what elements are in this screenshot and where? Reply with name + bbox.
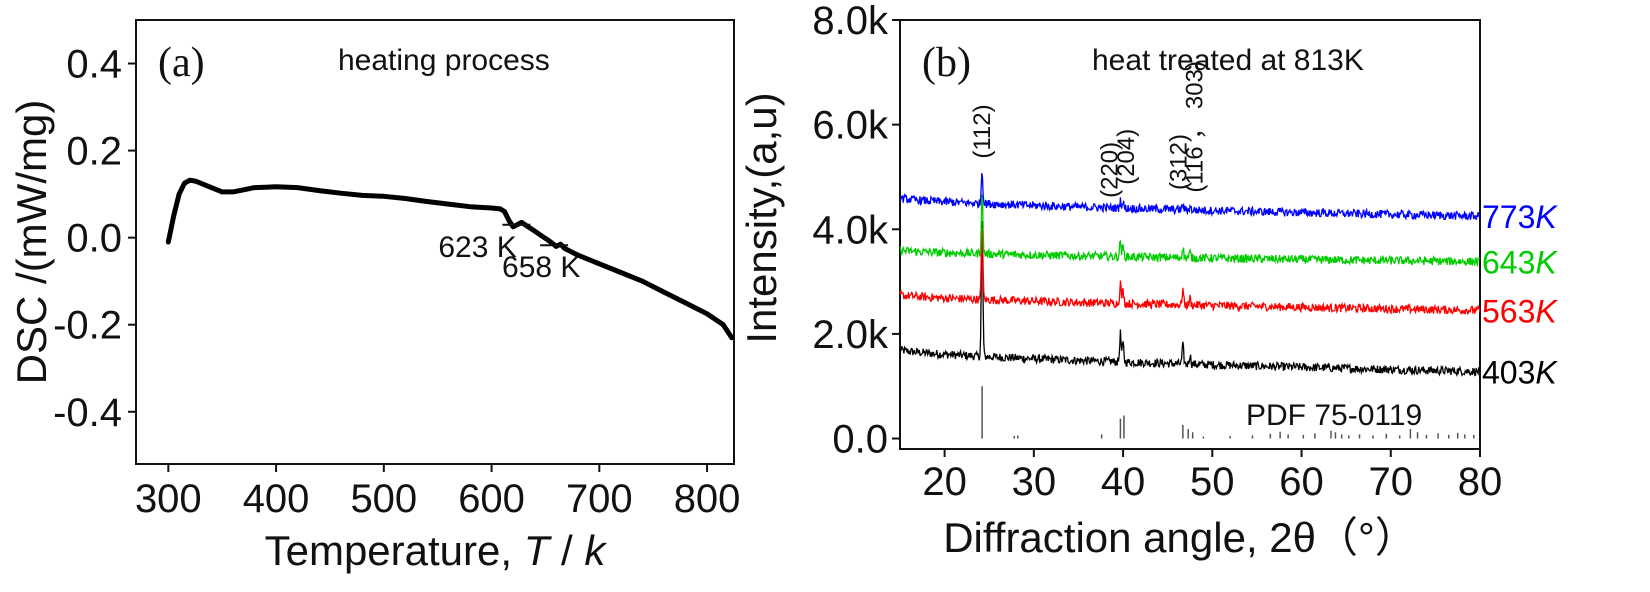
y-tick-label: -0.2 (53, 304, 122, 348)
peak-label: (312) (1165, 134, 1192, 190)
panel-b-peak-labels: (112) (220)(204) (312)(116 ， 303) (969, 61, 1208, 198)
y-tick-label: -0.4 (53, 391, 122, 435)
x-tick-label: 60 (1279, 460, 1324, 504)
panel-a-title: heating process (338, 44, 550, 77)
panel-a-x-axis-title: Temperature, T / k (265, 527, 608, 574)
x-tick-label: 600 (458, 477, 525, 521)
series-label-403: 403K (1482, 355, 1558, 391)
x-tick-label: 20 (922, 460, 967, 504)
reference-pattern-label: PDF 75-0119 (1246, 399, 1422, 432)
x-tick-label: 70 (1369, 460, 1414, 504)
y-tick-label: 0.0 (832, 418, 888, 462)
y-tick-label: 6.0k (812, 104, 889, 148)
y-tick-label: 4.0k (812, 208, 889, 252)
panel-b-title: heat treated at 813K (1092, 44, 1364, 77)
x-tick-label: 800 (674, 477, 741, 521)
panel-b-series-labels: 403K 563K 643K 773K (1482, 199, 1558, 390)
x-tick-label: 40 (1101, 460, 1146, 504)
xrd-pattern-773 (899, 172, 1481, 221)
annotation-label: 658 K (502, 251, 580, 284)
series-label-563: 563K (1482, 293, 1558, 329)
panel-b-ticks: 20 30 40 50 60 70 80 0.0 2.0k 4.0k 6.0k 8.0k (812, 0, 1502, 504)
series-label-643: 643K (1482, 245, 1558, 281)
xrd-pattern-563 (899, 228, 1481, 316)
panel-a-series (165, 177, 735, 341)
series-label-773: 773K (1482, 199, 1558, 235)
panel-b-series (899, 172, 1481, 378)
x-tick-label: 50 (1190, 460, 1235, 504)
panel-b-x-axis-title: Diffraction angle, 2θ（°） (943, 514, 1417, 561)
panel-a-label: (a) (158, 40, 205, 86)
peak-label: (116 ， 303) (1181, 61, 1208, 193)
xrd-pattern-403 (899, 220, 1481, 378)
y-tick-label: 8.0k (812, 0, 889, 43)
dsc-curve (165, 177, 735, 341)
x-tick-label: 300 (135, 477, 202, 521)
y-tick-label: 2.0k (812, 313, 889, 357)
peak-label: (204) (1113, 129, 1140, 185)
panel-b-y-axis-title: Intensity,(a,u) (738, 92, 785, 343)
peak-label: (220) (1097, 142, 1124, 198)
panel-b-reference-pattern (981, 386, 1475, 439)
y-tick-label: 0.0 (66, 217, 122, 261)
panel-b-label: (b) (922, 40, 971, 86)
x-tick-label: 500 (350, 477, 417, 521)
x-tick-label: 400 (243, 477, 310, 521)
panel-a-y-axis-title: DSC /(mW/mg) (8, 100, 55, 385)
peak-label: (112) (969, 104, 996, 158)
x-tick-label: 700 (566, 477, 633, 521)
xrd-pattern-643 (899, 194, 1481, 268)
y-tick-label: 0.4 (66, 43, 122, 87)
panel-b: 20 30 40 50 60 70 800.02.0k4.0k6.0k8.0k (112)(… (738, 0, 1558, 561)
panel-a-frame (135, 19, 735, 465)
x-tick-label: 80 (1458, 460, 1503, 504)
annotation-label: 623 K (438, 231, 516, 264)
panel-b-frame (899, 19, 1481, 450)
x-tick-label: 30 (1012, 460, 1057, 504)
y-tick-label: 0.2 (66, 130, 122, 174)
panel-a-ticks: 300 400 500 600 700 800 0.4 0.2 0.0 -0.2 -0.4 (53, 43, 740, 521)
